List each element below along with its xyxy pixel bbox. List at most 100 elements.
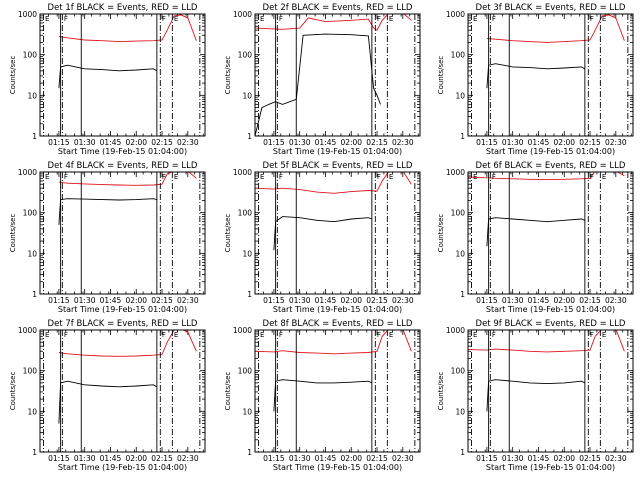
- x-tick-label: 01:45: [315, 454, 337, 463]
- time-marker-label: E: [260, 331, 264, 339]
- y-tick-label: 1: [247, 448, 252, 457]
- x-axis-label: Start Time (19-Feb-15 01:04:00): [486, 463, 615, 472]
- series-events: [58, 64, 158, 89]
- panel-title: Det 2f BLACK = Events, RED = LLD: [263, 3, 413, 13]
- panel-det-9: Det 9f BLACK = Events, RED = LLD 1 10 100 10…: [437, 319, 634, 472]
- x-tick-label: 01:15: [48, 454, 70, 463]
- x-tick-label: 01:15: [263, 296, 285, 305]
- y-tick-label: 10: [455, 91, 465, 100]
- y-axis-label: Counts/sec: [224, 56, 232, 95]
- time-marker-label: E: [260, 173, 264, 181]
- plot-frame: [254, 171, 421, 295]
- y-tick-label: 10: [242, 91, 252, 100]
- x-axis-label: Start Time (19-Feb-15 01:04:00): [486, 147, 615, 156]
- time-marker-label: E: [473, 15, 477, 23]
- x-tick-label: 02:00: [340, 454, 362, 463]
- y-axis-label: Counts/sec: [9, 214, 17, 253]
- y-axis-label: Counts/sec: [437, 372, 445, 411]
- x-tick-label: 02:00: [553, 138, 575, 147]
- panel-title: Det 9f BLACK = Events, RED = LLD: [476, 319, 626, 329]
- x-tick-label: 01:15: [263, 454, 285, 463]
- y-tick-label: 1000: [18, 10, 37, 19]
- x-tick-label: 01:30: [289, 454, 311, 463]
- x-tick-label: 02:30: [605, 296, 627, 305]
- x-tick-label: 01:30: [74, 454, 96, 463]
- time-marker-label: F: [492, 173, 496, 181]
- x-tick-label: 01:15: [263, 138, 285, 147]
- x-tick-label: 02:30: [392, 138, 414, 147]
- time-marker-label: F: [279, 15, 283, 23]
- x-tick-label: 02:00: [125, 296, 147, 305]
- x-axis-label: Start Time (19-Feb-15 01:04:00): [273, 463, 402, 472]
- series-events: [486, 63, 586, 89]
- x-tick-label: 02:15: [366, 138, 388, 147]
- x-tick-label: 01:30: [74, 296, 96, 305]
- panel-title: Det 5f BLACK = Events, RED = LLD: [263, 161, 413, 171]
- x-tick-label: 01:15: [476, 138, 498, 147]
- panel-title: Det 3f BLACK = Events, RED = LLD: [476, 3, 626, 13]
- time-marker-label: F: [377, 173, 381, 181]
- y-tick-label: 1: [460, 448, 465, 457]
- panel-det-3: Det 3f BLACK = Events, RED = LLD 1 10 100 10…: [437, 3, 634, 156]
- series-lld: [255, 14, 412, 31]
- y-tick-label: 100: [23, 209, 38, 218]
- panel-det-6: Det 6f BLACK = Events, RED = LLD 1 10 100 10…: [437, 161, 634, 314]
- x-tick-label: 02:15: [579, 454, 601, 463]
- y-tick-label: 100: [23, 51, 38, 60]
- y-tick-label: 10: [455, 249, 465, 258]
- x-tick-label: 02:00: [340, 138, 362, 147]
- panel-title: Det 8f BLACK = Events, RED = LLD: [263, 319, 413, 329]
- plot-frame: [254, 13, 421, 137]
- x-axis-label: Start Time (19-Feb-15 01:04:00): [58, 305, 187, 314]
- x-tick-label: 01:45: [528, 454, 550, 463]
- time-marker-label: F: [492, 15, 496, 23]
- panel-det-8: Det 8f BLACK = Events, RED = LLD 1 10 100 10…: [224, 319, 421, 472]
- time-marker-label: E: [389, 173, 393, 181]
- series-events: [58, 198, 158, 225]
- y-tick-label: 1000: [446, 168, 465, 177]
- y-tick-label: 10: [27, 91, 37, 100]
- x-tick-label: 01:30: [74, 138, 96, 147]
- x-tick-label: 01:45: [100, 296, 122, 305]
- series-events: [486, 379, 586, 412]
- plot-frame: [39, 329, 206, 453]
- panel-det-1: Det 1f BLACK = Events, RED = LLD 1 10 100 10…: [9, 3, 206, 156]
- x-tick-label: 02:00: [553, 454, 575, 463]
- x-tick-label: 01:30: [502, 296, 524, 305]
- y-tick-label: 1000: [18, 326, 37, 335]
- x-tick-label: 01:45: [315, 296, 337, 305]
- series-lld: [468, 330, 625, 353]
- y-tick-label: 10: [455, 407, 465, 416]
- time-marker-label: E: [174, 15, 178, 23]
- y-tick-label: 1: [247, 290, 252, 299]
- y-tick-label: 1000: [446, 10, 465, 19]
- x-tick-label: 01:45: [528, 296, 550, 305]
- x-tick-label: 01:15: [48, 296, 70, 305]
- time-marker-label: F: [64, 15, 68, 23]
- x-tick-label: 02:30: [177, 454, 199, 463]
- y-tick-label: 100: [451, 367, 466, 376]
- y-tick-label: 10: [27, 249, 37, 258]
- series-lld: [255, 172, 412, 194]
- x-tick-label: 02:00: [125, 138, 147, 147]
- time-marker-label: E: [389, 15, 393, 23]
- y-axis-label: Counts/sec: [437, 56, 445, 95]
- y-tick-label: 1: [247, 132, 252, 141]
- panel-det-2: Det 2f BLACK = Events, RED = LLD 1 10 100 10…: [224, 3, 421, 156]
- x-axis-label: Start Time (19-Feb-15 01:04:00): [486, 305, 615, 314]
- y-tick-label: 1: [32, 132, 37, 141]
- plot-frame: [467, 329, 634, 453]
- panel-title: Det 7f BLACK = Events, RED = LLD: [48, 319, 198, 329]
- time-marker-label: E: [174, 331, 178, 339]
- y-tick-label: 1000: [18, 168, 37, 177]
- y-tick-label: 100: [238, 367, 253, 376]
- x-tick-label: 02:15: [366, 296, 388, 305]
- x-tick-label: 02:30: [177, 296, 199, 305]
- time-marker-label: E: [602, 15, 606, 23]
- y-axis-label: Counts/sec: [9, 56, 17, 95]
- x-tick-label: 01:30: [502, 138, 524, 147]
- x-tick-label: 01:30: [289, 296, 311, 305]
- y-axis-label: Counts/sec: [9, 372, 17, 411]
- series-lld: [486, 14, 625, 43]
- time-marker-label: F: [492, 331, 496, 339]
